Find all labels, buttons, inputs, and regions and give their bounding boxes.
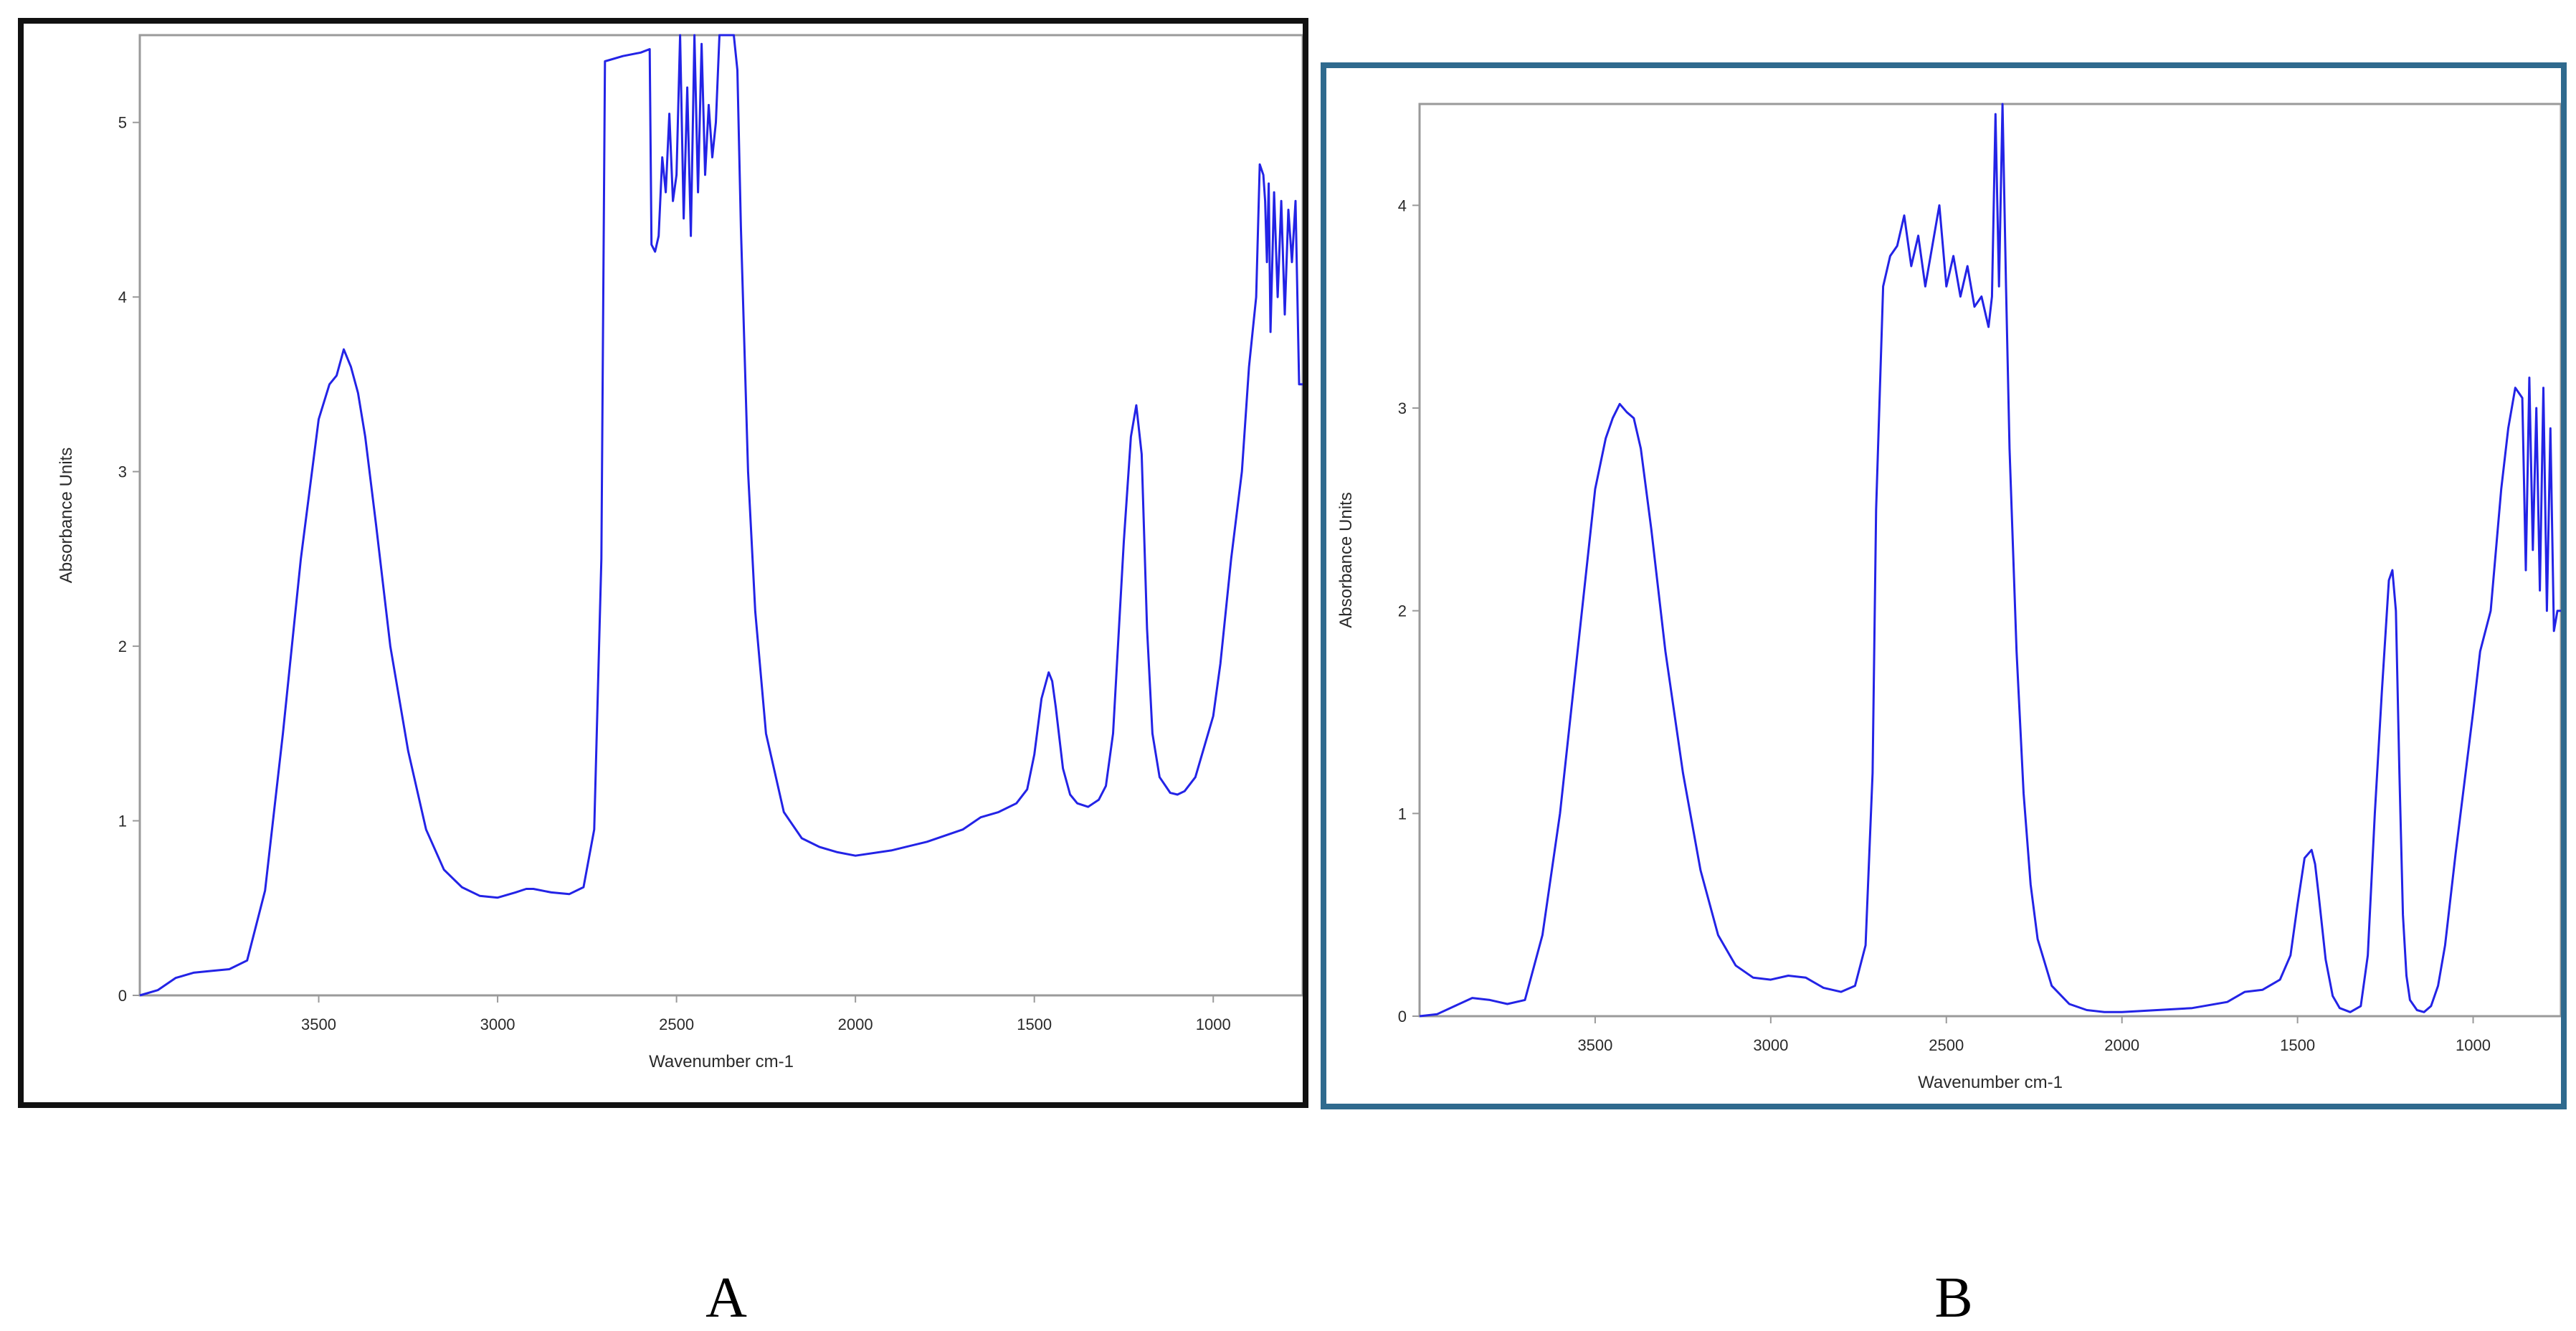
x-tick-label-a: 1500	[1017, 1015, 1052, 1033]
plot-frame-b	[1418, 103, 2561, 1018]
panel-label-a: A	[705, 1266, 747, 1330]
x-tick-label-b: 1000	[2456, 1036, 2491, 1054]
y-tick-label-b: 1	[1398, 805, 1407, 823]
y-tick-label-b: 0	[1398, 1008, 1407, 1026]
plot-frame-a	[138, 34, 1303, 997]
y-tick-label-a: 5	[118, 114, 127, 132]
chart-panel-b: 0 1 2 3 4 3500 3000 2500 2000 1500 1000 Wavenumber …	[1321, 62, 2567, 1109]
y-tick-label-b: 3	[1398, 399, 1407, 417]
y-tick-label-a: 3	[118, 463, 127, 481]
y-axis-title-b: Absorbance Units	[1336, 492, 1356, 627]
x-tick-label-a: 3500	[301, 1015, 336, 1033]
x-tick-label-b: 1500	[2280, 1036, 2315, 1054]
x-tick-label-b: 3000	[1753, 1036, 1788, 1054]
chart-panel-a: 0 1 2 3 4 5 3500 3000 2500 2000 1500 1000 Wavenumber…	[18, 18, 1308, 1108]
x-tick-label-b: 2000	[2104, 1036, 2139, 1054]
y-axis-title-a: Absorbance Units	[57, 447, 76, 583]
panel-label-b: B	[1934, 1266, 1973, 1330]
y-tick-label-a: 2	[118, 638, 127, 655]
spectrum-chart-b: 0 1 2 3 4 3500 3000 2500 2000 1500 1000 Wavenumber …	[1336, 103, 2561, 1092]
x-tick-label-a: 3000	[480, 1015, 515, 1033]
x-tick-label-a: 2500	[659, 1015, 694, 1033]
y-tick-label-a: 1	[118, 813, 127, 830]
spectrum-chart-a: 0 1 2 3 4 5 3500 3000 2500 2000 1500 1000 Wavenumber…	[57, 34, 1303, 1071]
x-tick-label-a: 1000	[1196, 1015, 1231, 1033]
x-axis-title-b: Wavenumber cm-1	[1918, 1073, 2063, 1092]
y-tick-label-b: 4	[1398, 196, 1407, 214]
y-tick-label-a: 0	[118, 987, 127, 1005]
x-axis-title-a: Wavenumber cm-1	[649, 1052, 794, 1071]
y-tick-label-a: 4	[118, 288, 127, 306]
spectrum-line-b	[1419, 103, 2561, 1018]
x-tick-label-a: 2000	[838, 1015, 873, 1033]
spectrum-line-a	[139, 34, 1303, 997]
x-tick-label-b: 2500	[1929, 1036, 1964, 1054]
x-tick-label-b: 3500	[1577, 1036, 1612, 1054]
y-tick-label-b: 2	[1398, 602, 1407, 620]
